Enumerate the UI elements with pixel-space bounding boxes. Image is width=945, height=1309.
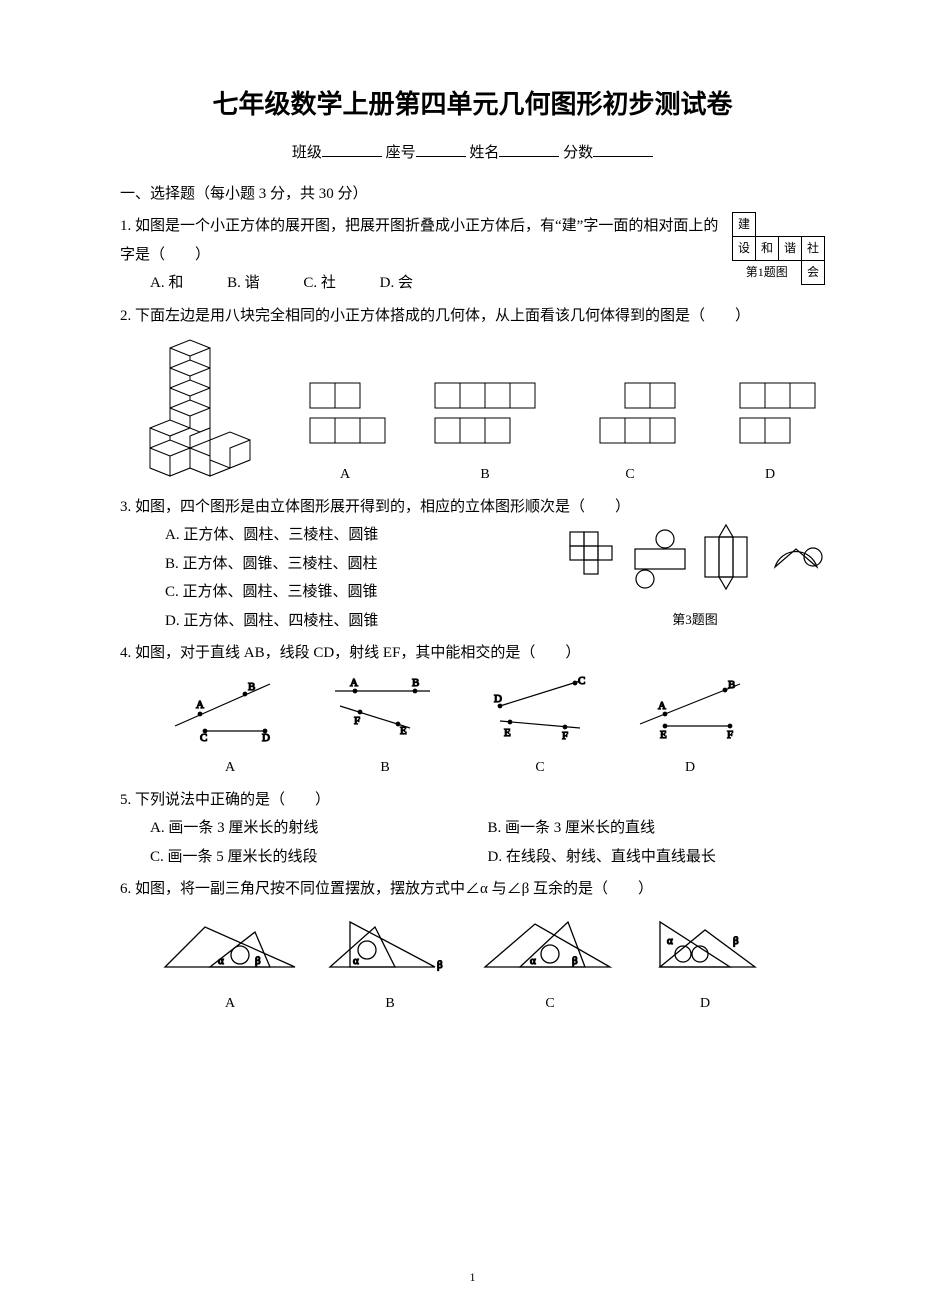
svg-text:E: E bbox=[504, 727, 511, 739]
q5-text: 5. 下列说法中正确的是（ ） bbox=[120, 786, 825, 815]
svg-text:α: α bbox=[353, 955, 359, 967]
q4-option-d[interactable]: A B E F D bbox=[630, 676, 750, 782]
q6-option-b[interactable]: α β B bbox=[325, 912, 455, 1018]
blank-class[interactable] bbox=[322, 141, 382, 157]
label-score: 分数 bbox=[563, 145, 593, 161]
label: A bbox=[300, 462, 390, 489]
svg-text:A: A bbox=[350, 677, 358, 689]
blank-name[interactable] bbox=[499, 141, 559, 157]
section-1-header: 一、选择题（每小题 3 分，共 30 分） bbox=[120, 180, 825, 209]
svg-text:α: α bbox=[667, 935, 673, 947]
q6-figures: α β A α β B α β C bbox=[160, 912, 825, 1018]
choice-b[interactable]: B. 谐 bbox=[227, 269, 260, 298]
question-6: 6. 如图，将一副三角尺按不同位置摆放，摆放方式中∠α 与∠β 互余的是（ ） … bbox=[120, 875, 825, 1018]
net-cell: 和 bbox=[756, 237, 779, 261]
label: C bbox=[580, 462, 680, 489]
q2-option-b[interactable]: B bbox=[430, 378, 540, 489]
q6-option-c[interactable]: α β C bbox=[480, 912, 620, 1018]
svg-text:D: D bbox=[262, 732, 270, 744]
q2-option-d[interactable]: D bbox=[720, 378, 820, 489]
q4-option-a[interactable]: A B C D A bbox=[170, 676, 290, 782]
question-3: 3. 如图，四个图形是由立体图形展开得到的，相应的立体图形顺次是（ ） bbox=[120, 493, 825, 636]
label-class: 班级 bbox=[292, 145, 322, 161]
label-seat: 座号 bbox=[386, 145, 416, 161]
svg-text:β: β bbox=[733, 935, 739, 947]
svg-text:β: β bbox=[437, 959, 443, 971]
label-name: 姓名 bbox=[469, 145, 499, 161]
exam-page: 七年级数学上册第四单元几何图形初步测试卷 班级 座号 姓名 分数 一、选择题（每… bbox=[0, 0, 945, 1309]
svg-text:F: F bbox=[354, 715, 360, 727]
q3-text: 3. 如图，四个图形是由立体图形展开得到的，相应的立体图形顺次是（ ） bbox=[120, 493, 825, 522]
blank-score[interactable] bbox=[593, 141, 653, 157]
svg-text:C: C bbox=[200, 732, 207, 744]
q1-text: 1. 如图是一个小正方体的展开图，把展开图折叠成小正方体后，有“建”字一面的相对… bbox=[120, 212, 825, 269]
question-1: 建 设和谐社 第1题图会 1. 如图是一个小正方体的展开图，把展开图折叠成小正方… bbox=[120, 212, 825, 298]
choice-b[interactable]: B. 画一条 3 厘米长的直线 bbox=[488, 814, 826, 843]
blank-seat[interactable] bbox=[416, 141, 466, 157]
choice-c[interactable]: C. 社 bbox=[303, 269, 336, 298]
q2-text: 2. 下面左边是用八块完全相同的小正方体搭成的几何体，从上面看该几何体得到的图是… bbox=[120, 302, 825, 331]
q1-choices: A. 和 B. 谐 C. 社 D. 会 bbox=[120, 269, 825, 298]
choice-c[interactable]: C. 画一条 5 厘米长的线段 bbox=[150, 843, 488, 872]
q3-figure: 第3题图 bbox=[565, 527, 825, 632]
label: D bbox=[630, 755, 750, 782]
svg-text:D: D bbox=[494, 693, 502, 705]
q5-choices: A. 画一条 3 厘米长的射线 B. 画一条 3 厘米长的直线 C. 画一条 5… bbox=[120, 814, 825, 871]
choice-a[interactable]: A. 和 bbox=[150, 269, 183, 298]
svg-text:β: β bbox=[255, 955, 261, 967]
q4-option-c[interactable]: D C E F C bbox=[480, 676, 600, 782]
svg-text:E: E bbox=[660, 729, 667, 741]
question-4: 4. 如图，对于直线 AB，线段 CD，射线 EF，其中能相交的是（ ） A B … bbox=[120, 639, 825, 782]
q2-option-a[interactable]: A bbox=[300, 378, 390, 489]
q6-text: 6. 如图，将一副三角尺按不同位置摆放，摆放方式中∠α 与∠β 互余的是（ ） bbox=[120, 875, 825, 904]
figure-caption: 第3题图 bbox=[565, 608, 825, 633]
net-cell: 谐 bbox=[779, 237, 802, 261]
net-cell: 设 bbox=[733, 237, 756, 261]
q4-option-b[interactable]: A B F E B bbox=[320, 676, 450, 782]
page-title: 七年级数学上册第四单元几何图形初步测试卷 bbox=[120, 80, 825, 129]
svg-text:A: A bbox=[196, 699, 204, 711]
svg-text:E: E bbox=[400, 725, 407, 737]
choice-d[interactable]: D. 在线段、射线、直线中直线最长 bbox=[488, 843, 826, 872]
svg-text:C: C bbox=[578, 675, 585, 687]
q6-option-a[interactable]: α β A bbox=[160, 912, 300, 1018]
q4-figures: A B C D A A B F E B bbox=[170, 676, 825, 782]
q2-option-c[interactable]: C bbox=[580, 378, 680, 489]
svg-text:α: α bbox=[218, 955, 224, 967]
svg-text:B: B bbox=[248, 681, 255, 693]
figure-caption: 第1题图 bbox=[733, 260, 802, 284]
label: A bbox=[160, 991, 300, 1018]
question-2: 2. 下面左边是用八块完全相同的小正方体搭成的几何体，从上面看该几何体得到的图是… bbox=[120, 302, 825, 489]
question-5: 5. 下列说法中正确的是（ ） A. 画一条 3 厘米长的射线 B. 画一条 3… bbox=[120, 786, 825, 872]
label: B bbox=[325, 991, 455, 1018]
label: D bbox=[720, 462, 820, 489]
label: D bbox=[645, 991, 765, 1018]
svg-text:F: F bbox=[562, 730, 568, 742]
net-cell: 建 bbox=[733, 213, 756, 237]
label: C bbox=[480, 991, 620, 1018]
label: B bbox=[430, 462, 540, 489]
svg-text:B: B bbox=[412, 677, 419, 689]
label: A bbox=[170, 755, 290, 782]
q2-solid bbox=[150, 338, 260, 489]
label: B bbox=[320, 755, 450, 782]
q6-option-d[interactable]: β α D bbox=[645, 912, 765, 1018]
svg-text:B: B bbox=[728, 679, 735, 691]
cube-net: 建 设和谐社 第1题图会 bbox=[732, 212, 825, 284]
svg-text:F: F bbox=[727, 729, 733, 741]
net-cell: 会 bbox=[802, 260, 825, 284]
label: C bbox=[480, 755, 600, 782]
q4-text: 4. 如图，对于直线 AB，线段 CD，射线 EF，其中能相交的是（ ） bbox=[120, 639, 825, 668]
q2-figures: A B C bbox=[150, 338, 825, 489]
svg-text:α: α bbox=[530, 955, 536, 967]
choice-a[interactable]: A. 画一条 3 厘米长的射线 bbox=[150, 814, 488, 843]
svg-text:A: A bbox=[658, 700, 666, 712]
choice-d[interactable]: D. 会 bbox=[380, 269, 413, 298]
svg-text:β: β bbox=[572, 955, 578, 967]
info-line: 班级 座号 姓名 分数 bbox=[120, 139, 825, 168]
q1-figure: 建 设和谐社 第1题图会 bbox=[732, 212, 825, 284]
page-number: 1 bbox=[0, 1266, 945, 1289]
net-cell: 社 bbox=[802, 237, 825, 261]
